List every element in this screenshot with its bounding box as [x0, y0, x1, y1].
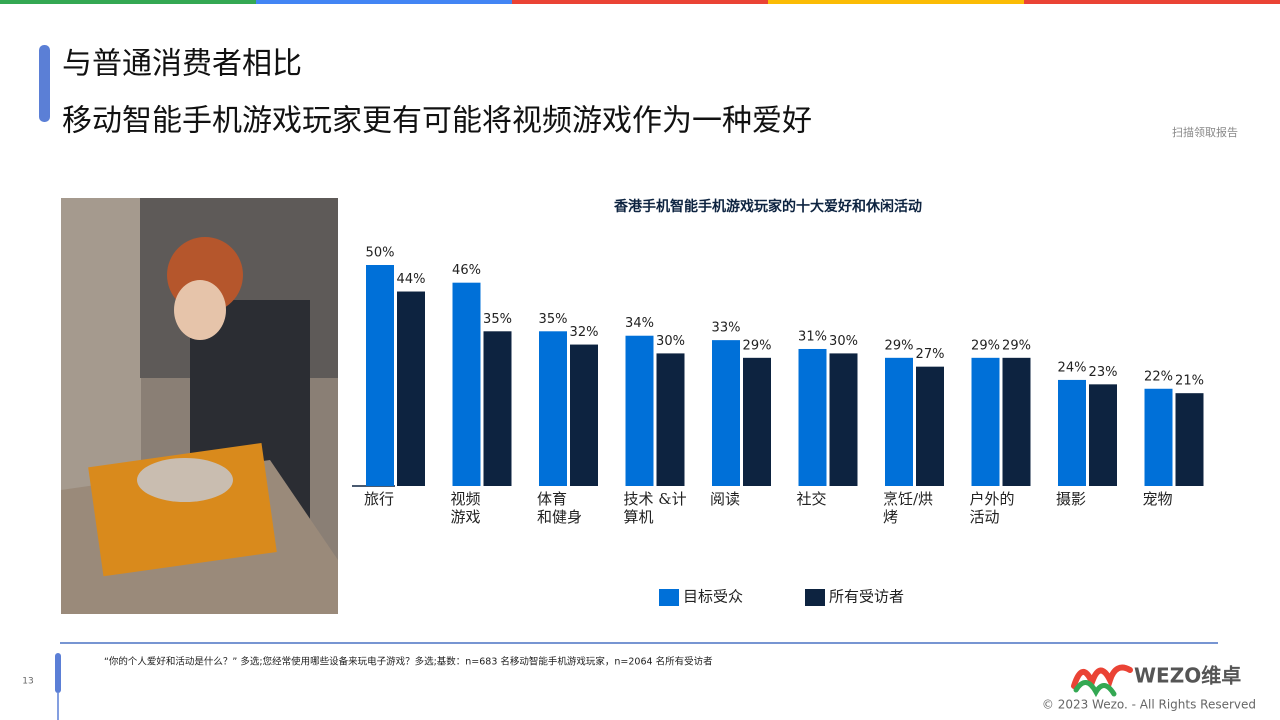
x-tick-label: 旅行 — [364, 490, 394, 508]
stripe — [1024, 0, 1280, 4]
bar — [539, 331, 567, 486]
footnote: “你的个人爱好和活动是什么？” 多选;您经常使用哪些设备来玩电子游戏？多选;基数… — [104, 656, 713, 668]
bar — [1089, 384, 1117, 486]
x-tick-label: 宠物 — [1143, 490, 1173, 508]
value-label: 29% — [1002, 338, 1031, 353]
stripe — [0, 0, 256, 4]
bar — [712, 340, 740, 486]
logo: WEZO维卓 — [1134, 664, 1241, 688]
bar — [366, 265, 394, 486]
title: 移动智能手机游戏玩家更有可能将视频游戏作为一种爱好 — [62, 104, 812, 139]
value-label: 29% — [971, 338, 1000, 353]
value-label: 21% — [1175, 374, 1204, 389]
stripe — [768, 0, 1024, 4]
x-tick-label: 技术 &计 — [624, 490, 687, 508]
x-tick-label: 视频 — [451, 490, 481, 508]
logo-mark — [1071, 664, 1133, 698]
chart: 50%46%35% 34% 33%31%29% 29%24%22%44%35%32%3… — [364, 246, 1204, 606]
legend-swatch — [805, 589, 825, 606]
bar — [916, 366, 944, 486]
x-tick-label: 烹饪/烘 — [883, 490, 933, 508]
bar — [397, 291, 425, 486]
x-tick-label: 户外的 — [970, 490, 1015, 508]
x-tick-label: 社交 — [797, 490, 827, 508]
bar — [885, 357, 913, 486]
footer-accent — [55, 653, 61, 693]
value-label: 32% — [570, 325, 599, 340]
bar — [625, 335, 654, 486]
value-label: 29% — [885, 338, 914, 353]
value-label: 22% — [1144, 369, 1173, 384]
chart-title: 香港手机智能手机游戏玩家的十大爱好和休闲活动 — [613, 198, 922, 215]
value-label: 23% — [1089, 365, 1118, 380]
copyright: © 2023 Wezo. - All Rights Reserved — [1042, 698, 1256, 712]
legend-swatch — [659, 589, 679, 606]
bar — [1144, 388, 1173, 486]
bar — [743, 357, 771, 486]
bar — [1002, 357, 1031, 486]
bar — [570, 344, 598, 486]
bar — [798, 348, 827, 486]
value-label: 44% — [397, 272, 426, 287]
bar — [483, 331, 512, 486]
value-label: 29% — [743, 338, 772, 353]
scan-note: 扫描领取报告 — [1172, 125, 1238, 139]
stripe — [256, 0, 512, 4]
value-label: 24% — [1058, 360, 1087, 375]
legend-label: 目标受众 — [683, 588, 743, 606]
x-tick-label: 算机 — [624, 508, 654, 526]
bar — [452, 282, 481, 486]
x-tick-label: 阅读 — [710, 490, 740, 508]
x-tick-label: 游戏 — [451, 508, 481, 526]
title-accent — [39, 45, 50, 122]
photo — [61, 198, 338, 614]
legend-label: 所有受访者 — [829, 588, 904, 606]
value-label: 30% — [656, 334, 685, 349]
value-label: 35% — [539, 312, 568, 327]
bar — [829, 353, 858, 486]
x-tick-label: 和健身 — [537, 508, 582, 526]
value-label: 33% — [712, 321, 741, 336]
bar — [1175, 393, 1204, 486]
bar — [656, 353, 685, 486]
value-label: 30% — [829, 334, 858, 349]
value-label: 35% — [483, 312, 512, 327]
bar — [1058, 379, 1086, 486]
value-label: 50% — [366, 246, 395, 261]
stripe — [512, 0, 768, 4]
value-label: 46% — [452, 263, 481, 278]
x-tick-label: 烤 — [883, 508, 898, 526]
x-tick-label: 摄影 — [1056, 490, 1086, 508]
value-label: 31% — [798, 329, 827, 344]
title: 与普通消费者相比 — [62, 47, 302, 82]
value-label: 34% — [625, 316, 654, 331]
x-tick-label: 体育 — [537, 490, 567, 508]
x-tick-label: 活动 — [970, 508, 1000, 526]
page-number: 13 — [22, 677, 33, 687]
value-label: 27% — [916, 347, 945, 362]
bar — [971, 357, 1000, 486]
